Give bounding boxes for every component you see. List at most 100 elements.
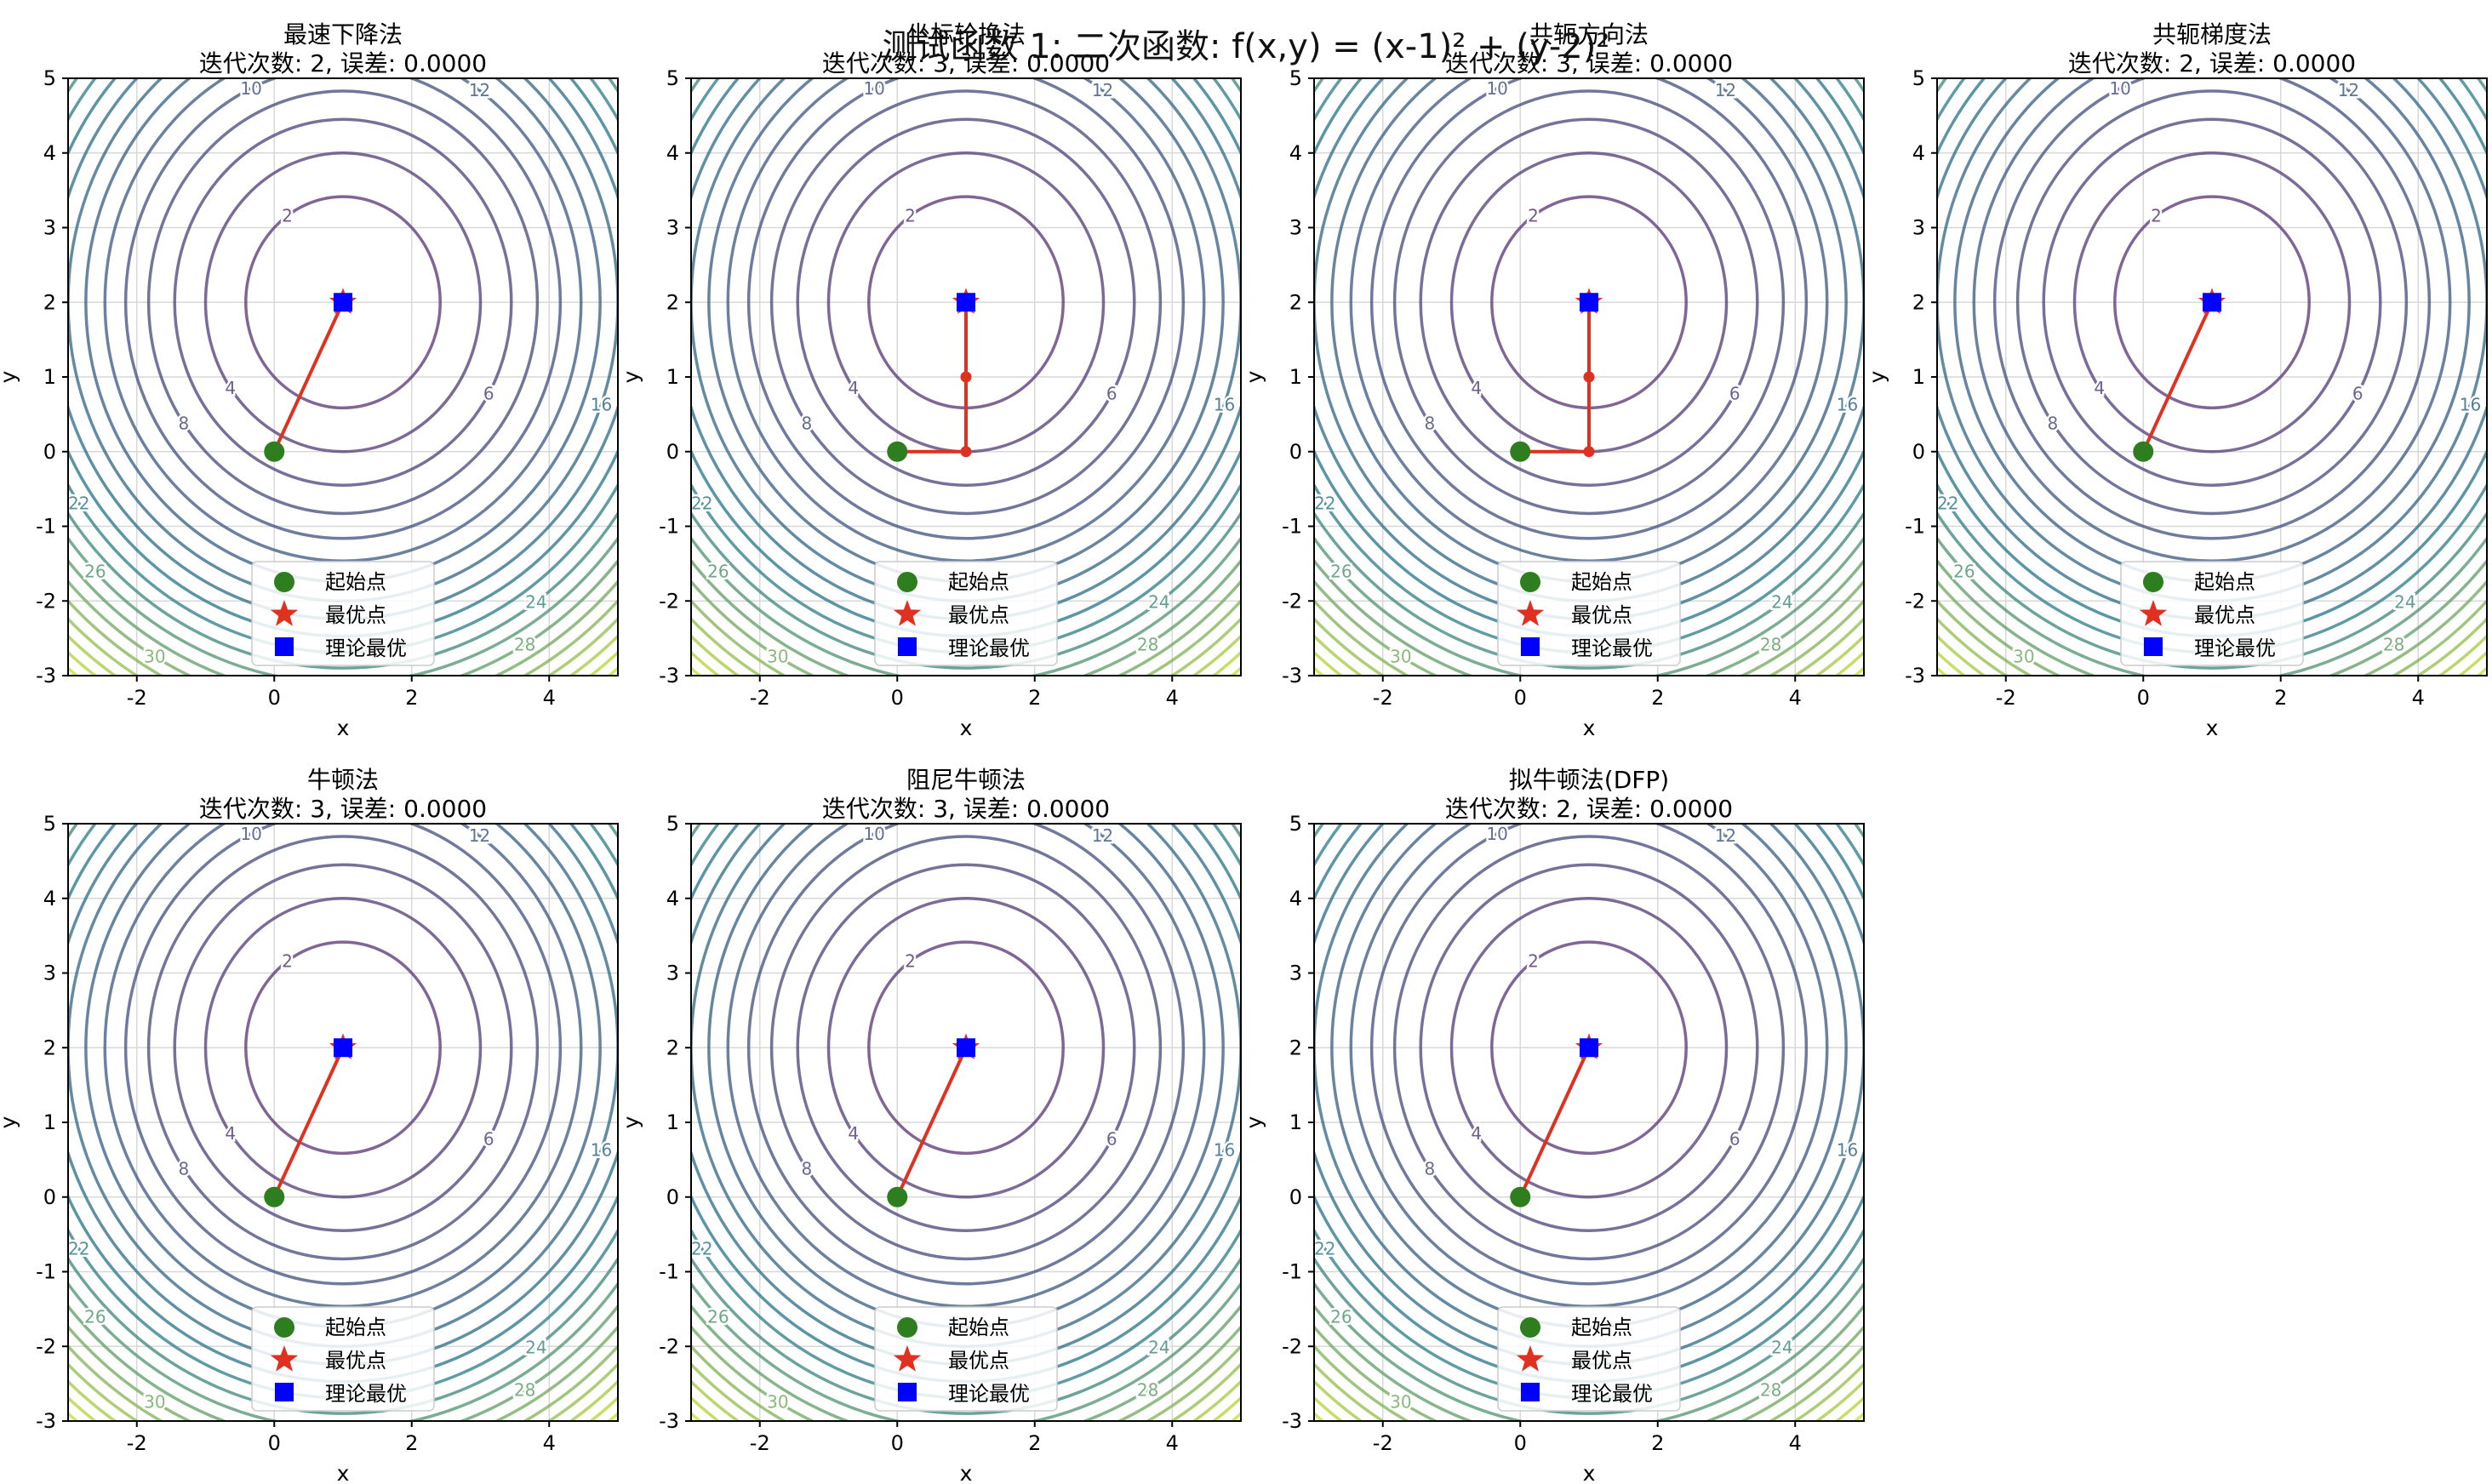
contour-label: 6 (1729, 1129, 1740, 1150)
y-tick-label: 5 (1289, 812, 1302, 836)
y-tick-label: -2 (1282, 589, 1302, 613)
contour-line (2072, 151, 2352, 454)
x-tick-label: 4 (1166, 1431, 1179, 1455)
x-tick-label: 2 (2274, 686, 2287, 710)
contour-line (746, 824, 1186, 1286)
contour-label: 4 (1471, 378, 1482, 398)
contour-label: 24 (525, 591, 546, 612)
contour-label: 10 (240, 78, 261, 99)
x-axis-label: x (960, 716, 973, 740)
y-tick-label: -3 (1282, 664, 1302, 688)
y-tick-label: -3 (36, 1409, 56, 1433)
contour-label: 30 (767, 1391, 788, 1412)
legend-start-marker (1520, 572, 1540, 592)
contour-label: 30 (2013, 646, 2034, 666)
x-tick-label: 0 (268, 686, 281, 710)
theoretical-optimum (1580, 1038, 1598, 1058)
y-tick-label: -1 (1282, 515, 1302, 539)
contour-line (726, 78, 1206, 562)
legend-optimal-marker (893, 1345, 922, 1372)
legend-start-label: 起始点 (948, 570, 1009, 594)
y-tick-label: -3 (36, 664, 56, 688)
y-tick-label: 1 (1289, 365, 1302, 389)
contour-label: 28 (514, 1379, 535, 1400)
contour-label: 2 (282, 951, 293, 972)
y-tick-label: -2 (36, 1334, 56, 1358)
y-tick-label: 2 (1289, 1036, 1302, 1059)
contour-label: 10 (863, 824, 884, 844)
contour-line (123, 78, 563, 540)
contour-line (2015, 89, 2409, 516)
optimization-path (272, 301, 345, 453)
panel-title: 拟牛顿法(DFP) (1509, 766, 1669, 794)
contour-label: 4 (848, 378, 859, 398)
contour-line (103, 78, 583, 562)
contour-label: 22 (68, 493, 89, 513)
contour-line (146, 89, 540, 516)
y-axis-label: y (0, 370, 20, 383)
contour-label: 8 (179, 414, 190, 434)
x-tick-label: -2 (127, 1431, 147, 1455)
x-tick-label: 0 (268, 1431, 281, 1455)
x-tick-label: -2 (1373, 1431, 1393, 1455)
legend-theory-label: 理论最优 (325, 1382, 407, 1406)
contour-label: 6 (1106, 384, 1117, 404)
contour-label: 8 (802, 414, 813, 434)
legend-theory-label: 理论最优 (948, 1382, 1030, 1406)
y-tick-label: -2 (659, 1334, 679, 1358)
x-axis-label: x (1583, 1461, 1596, 1484)
y-tick-label: 1 (666, 1110, 679, 1134)
x-tick-label: 4 (2412, 686, 2425, 710)
optimization-path (272, 1047, 345, 1198)
x-axis-label: x (337, 716, 350, 740)
y-tick-label: 4 (1912, 141, 1925, 165)
y-tick-label: 2 (43, 290, 56, 314)
contour-label: 30 (1390, 1391, 1411, 1412)
legend-optimal-label: 最优点 (325, 603, 386, 627)
contour-line (867, 940, 1065, 1156)
legend-box (874, 1306, 1058, 1412)
path-point (1583, 371, 1595, 383)
panel-subtitle: 迭代次数: 3, 误差: 0.0000 (199, 795, 487, 823)
x-tick-label: -2 (750, 686, 770, 710)
theoretical-optimum (1580, 293, 1598, 312)
contour-label: 10 (2109, 78, 2130, 99)
contour-label: 30 (144, 646, 165, 666)
contour-label: 30 (144, 1391, 165, 1412)
panel-subtitle: 迭代次数: 2, 误差: 0.0000 (2068, 49, 2356, 77)
theoretical-optimum (334, 293, 352, 312)
theoretical-optimum (957, 293, 975, 312)
y-tick-label: -3 (659, 664, 679, 688)
contour-line (1392, 89, 1786, 516)
y-tick-label: 5 (1289, 66, 1302, 90)
contour-label: 4 (1471, 1123, 1482, 1144)
contour-label: 26 (1953, 562, 1975, 582)
legend-optimal-marker (1516, 1345, 1545, 1372)
y-tick-label: -2 (1905, 589, 1925, 613)
contour-label: 10 (1486, 824, 1507, 844)
x-tick-label: 0 (1514, 1431, 1527, 1455)
panel-title: 共轭方向法 (1529, 20, 1649, 49)
contour-label: 12 (1092, 80, 1113, 100)
legend-theory-marker (1521, 1383, 1540, 1401)
contour-line (203, 897, 483, 1199)
contour-label: 22 (68, 1238, 89, 1259)
x-tick-label: 2 (1028, 1431, 1041, 1455)
contour-line (796, 863, 1136, 1232)
x-tick-label: 4 (543, 1431, 556, 1455)
contour-line (1937, 78, 2487, 670)
contour-line (173, 117, 513, 487)
x-tick-label: -2 (1996, 686, 2016, 710)
contour-label: 6 (483, 384, 494, 404)
contour-label: 4 (225, 1123, 236, 1144)
legend-start-label: 起始点 (325, 1316, 386, 1339)
theoretical-optimum (2203, 293, 2221, 312)
y-tick-label: 3 (43, 962, 56, 985)
contour-label: 28 (514, 634, 535, 654)
x-tick-label: 0 (891, 686, 904, 710)
panel-title: 牛顿法 (307, 766, 379, 794)
